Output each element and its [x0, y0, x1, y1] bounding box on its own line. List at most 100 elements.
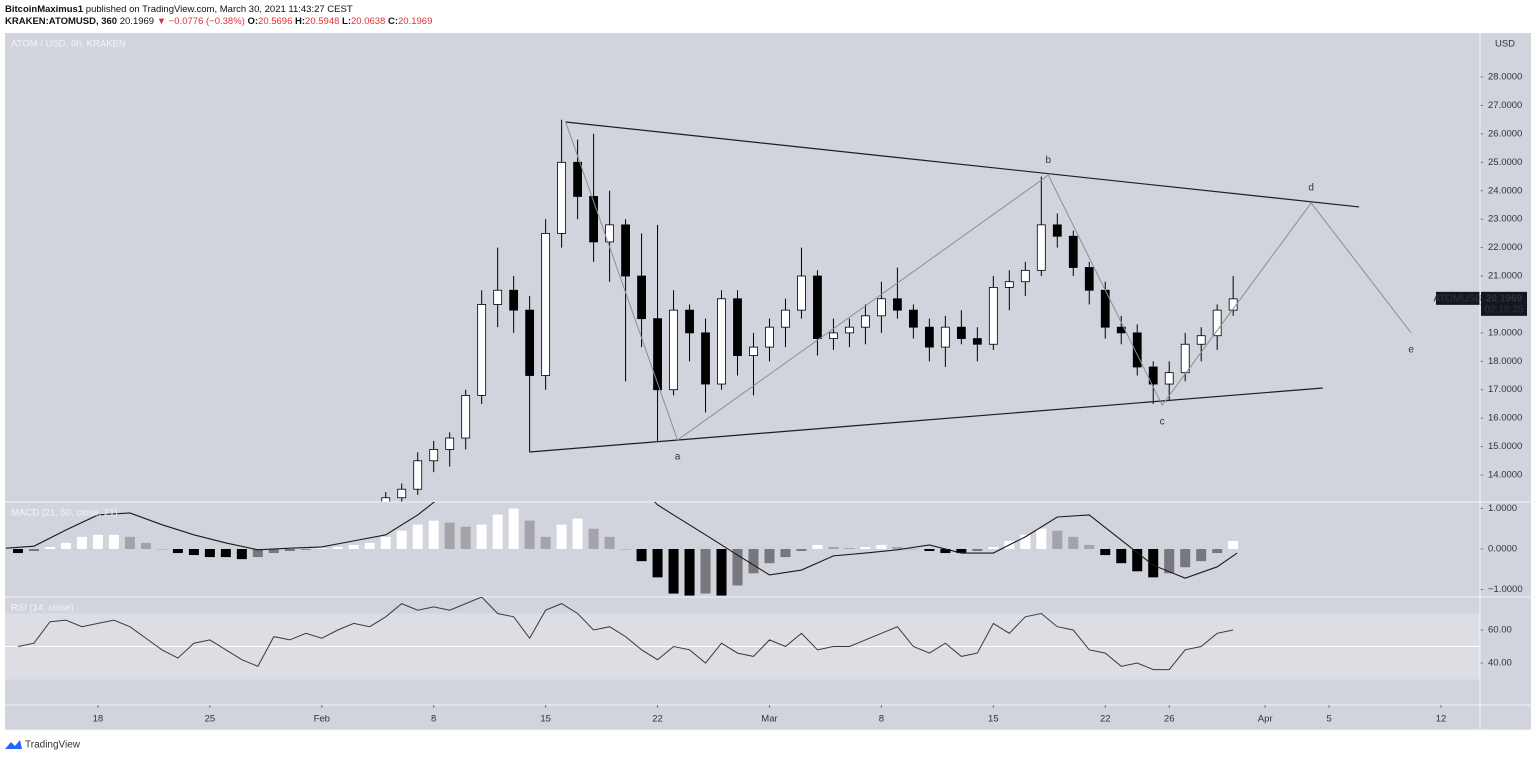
candle-body	[381, 497, 391, 502]
histogram-bar	[1212, 548, 1223, 554]
histogram-bar	[300, 548, 311, 550]
candle-body	[557, 161, 567, 234]
candle-body	[493, 289, 503, 305]
candle-body	[573, 161, 583, 197]
candle-body	[845, 326, 854, 334]
x-tick-label: 26	[1164, 714, 1175, 725]
candle-body	[972, 338, 982, 345]
histogram-bar	[652, 548, 663, 578]
candle-body	[1132, 332, 1142, 368]
ohlc-value: 20.1969	[398, 16, 432, 27]
histogram-bar	[684, 548, 695, 596]
histogram-bar	[732, 548, 743, 586]
macd-line	[5, 502, 1238, 579]
price-tag-symbol: ATOMUSD	[1433, 293, 1482, 304]
histogram-bar	[460, 526, 471, 549]
candle-body	[653, 318, 662, 391]
x-tick-label: Feb	[314, 714, 330, 725]
histogram-bar	[1196, 548, 1207, 562]
author: BitcoinMaximus1	[5, 4, 84, 15]
histogram-bar	[444, 522, 455, 549]
histogram-bar	[1068, 536, 1079, 549]
footer-brand: TradingView	[25, 740, 81, 751]
candle-body	[1004, 281, 1014, 288]
change: ▼ −0.0776 (−0.38%)	[157, 16, 245, 27]
y-tick-label: 25.0000	[1488, 157, 1522, 168]
x-tick-label: 15	[988, 714, 999, 725]
histogram-bar	[412, 524, 423, 549]
header-line: BitcoinMaximus1 published on TradingView…	[5, 4, 353, 15]
histogram-bar	[604, 536, 615, 549]
logo	[5, 740, 22, 749]
candle-body	[605, 224, 614, 243]
histogram-bar	[252, 548, 263, 558]
histogram-bar	[876, 544, 887, 549]
wave-label: c	[1160, 417, 1165, 428]
y-tick-label: 15.0000	[1488, 441, 1522, 452]
histogram-bar	[1116, 548, 1127, 564]
published: published on TradingView.com, March 30, …	[86, 4, 353, 15]
histogram-bar	[860, 546, 871, 549]
symbol: KRAKEN:ATOMUSD, 360	[5, 16, 117, 27]
ohlc-key: O:	[247, 16, 258, 27]
candle-body	[797, 275, 806, 311]
price: 20.1969	[120, 16, 154, 27]
candle-body	[781, 309, 790, 328]
histogram-bar	[1020, 534, 1031, 549]
histogram-bar	[60, 542, 71, 549]
x-tick-label: 25	[205, 714, 216, 725]
x-tick-label: 8	[879, 714, 884, 725]
y-tick-label: 17.0000	[1488, 384, 1522, 395]
histogram-bar	[524, 520, 535, 549]
y-tick-label: 16.0000	[1488, 413, 1522, 424]
ohlc-value: 20.5948	[305, 16, 339, 27]
y-tick-label: 60.00	[1488, 625, 1512, 636]
histogram-bar	[156, 548, 167, 550]
histogram-bar	[92, 534, 103, 549]
y-tick-label: 19.0000	[1488, 327, 1522, 338]
histogram-bar	[140, 542, 151, 549]
y-tick-label: 1.0000	[1488, 503, 1517, 514]
histogram-bar	[668, 548, 679, 594]
y-tick-label: 22.0000	[1488, 242, 1522, 253]
histogram-bar	[332, 546, 343, 549]
histogram-bar	[380, 536, 391, 549]
x-tick-label: 22	[652, 714, 663, 725]
axis-unit: USD	[1495, 39, 1515, 50]
candle-body	[445, 437, 455, 450]
histogram-bar	[204, 548, 215, 558]
histogram-bar	[748, 548, 759, 574]
panel-title: ATOM / USD, 6h, KRAKEN	[11, 39, 126, 50]
y-tick-label: 26.0000	[1488, 128, 1522, 139]
histogram-bar	[700, 548, 711, 594]
histogram-bar	[620, 548, 631, 550]
histogram-bar	[236, 548, 247, 560]
histogram-bar	[764, 548, 775, 564]
histogram-bar	[12, 548, 23, 554]
histogram-bar	[108, 534, 119, 549]
histogram-bar	[508, 508, 519, 549]
histogram-bar	[908, 548, 919, 550]
histogram-bar	[268, 548, 279, 554]
x-tick-label: 8	[431, 714, 436, 725]
candle-body	[924, 326, 934, 348]
candle-body	[877, 298, 886, 317]
histogram-bar	[1148, 548, 1159, 578]
x-tick-label: 12	[1436, 714, 1447, 725]
x-tick-label: 15	[540, 714, 551, 725]
candle-body	[956, 326, 966, 339]
x-tick-label: 22	[1100, 714, 1111, 725]
rsi-line	[17, 597, 1234, 671]
candle-body	[1164, 372, 1174, 385]
candle-body	[621, 224, 630, 277]
histogram-bar	[316, 548, 327, 549]
histogram-bar	[492, 514, 503, 549]
histogram-bar	[972, 548, 983, 552]
candle-body	[1084, 267, 1094, 291]
candle-body	[461, 395, 471, 439]
y-tick-label: 40.00	[1488, 658, 1512, 669]
candle-body	[908, 309, 918, 328]
ohlc-key: H:	[295, 16, 305, 27]
trendline	[529, 387, 1323, 453]
